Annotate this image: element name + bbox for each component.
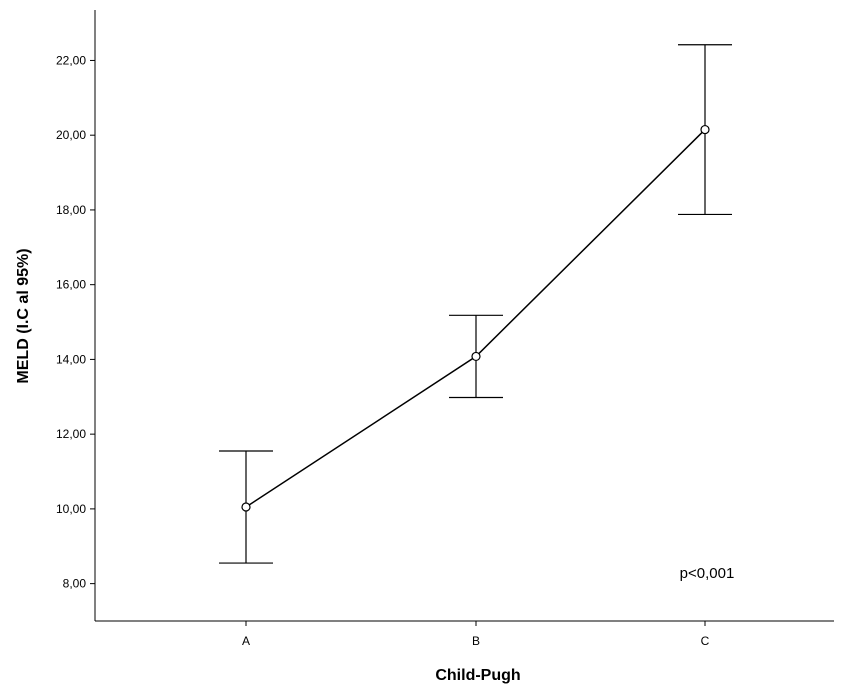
x-axis-title: Child-Pugh <box>435 667 520 684</box>
p-value-annotation: p<0,001 <box>680 565 735 582</box>
y-tick-label: 14,00 <box>56 352 86 366</box>
x-tick-label: C <box>701 634 710 648</box>
series-points <box>241 124 710 512</box>
error-bar-C <box>678 44 732 216</box>
x-tick-label: A <box>242 634 250 648</box>
y-tick-label: 10,00 <box>56 502 86 516</box>
error-bar-B <box>449 314 503 399</box>
y-tick-label: 22,00 <box>56 53 86 67</box>
y-tick-label: 20,00 <box>56 128 86 142</box>
y-ticks: 8,00 10,00 12,00 14,00 16,00 18,00 20,00 22,00 <box>56 53 95 591</box>
y-tick-label: 12,00 <box>56 427 86 441</box>
axes <box>94 10 834 622</box>
error-bar-A <box>219 450 273 564</box>
mean-point-B <box>471 351 481 362</box>
mean-point-C <box>700 124 710 135</box>
error-bars <box>219 44 732 564</box>
x-ticks: A B C <box>242 621 710 648</box>
y-tick-label: 16,00 <box>56 278 86 292</box>
y-axis-title: MELD (I.C al 95%) <box>15 248 32 383</box>
y-tick-label: 8,00 <box>63 577 87 591</box>
x-tick-label: B <box>472 634 480 648</box>
y-tick-label: 18,00 <box>56 203 86 217</box>
mean-point-A <box>241 502 251 512</box>
